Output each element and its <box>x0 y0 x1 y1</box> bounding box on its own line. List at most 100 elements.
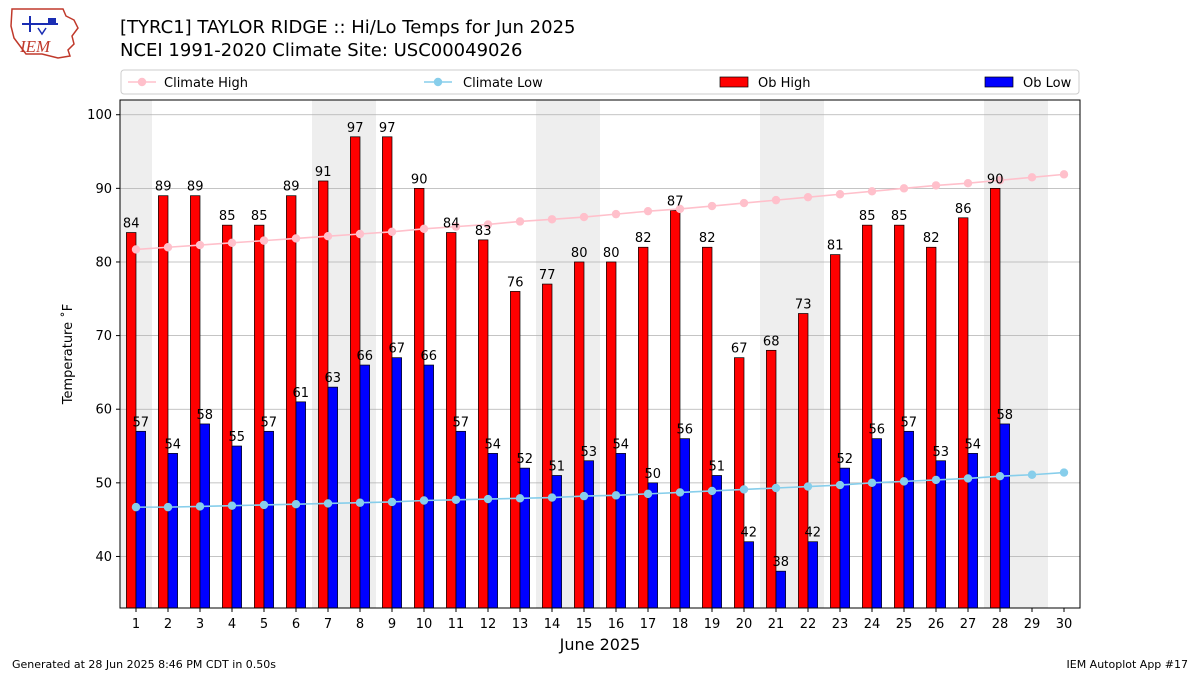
x-tick-label: 8 <box>356 617 364 632</box>
x-tick-label: 6 <box>292 617 300 632</box>
ob-high-bar <box>382 136 393 609</box>
climate-low-point <box>483 494 493 504</box>
ob-high-bar <box>830 254 841 609</box>
climate-high-point <box>835 190 845 199</box>
ob-high-label: 85 <box>219 209 236 224</box>
climate-high-point <box>1059 170 1069 179</box>
ob-low-bar <box>263 430 274 609</box>
ob-low-bar <box>679 438 690 609</box>
ob-low-bar <box>647 482 658 609</box>
ob-high-label: 87 <box>667 194 684 209</box>
ob-low-label: 66 <box>421 349 438 364</box>
climate-low-point <box>707 486 717 496</box>
x-tick-label: 23 <box>832 617 849 632</box>
x-tick-label: 27 <box>960 617 977 632</box>
legend-ob-low-swatch <box>984 76 1014 88</box>
climate-low-point <box>419 496 429 505</box>
ob-low-label: 52 <box>517 452 534 467</box>
ob-high-bar <box>190 195 201 609</box>
climate-high-point <box>387 227 397 236</box>
climate-low-point <box>899 477 909 486</box>
x-tick-label: 3 <box>196 617 204 632</box>
x-tick-label: 21 <box>768 617 785 632</box>
climate-low-point <box>1059 468 1069 477</box>
ob-low-label: 57 <box>453 415 470 430</box>
x-tick-label: 22 <box>800 617 817 632</box>
x-tick-label: 7 <box>324 617 332 632</box>
ob-low-label: 54 <box>485 437 502 452</box>
climate-high-point <box>867 187 877 196</box>
climate-high-point <box>707 201 717 211</box>
ob-high-label: 84 <box>443 217 460 232</box>
ob-low-bar <box>903 430 914 609</box>
ob-high-label: 90 <box>987 172 1004 187</box>
ob-high-bar <box>286 195 297 609</box>
chart-title: [TYRC1] TAYLOR RIDGE :: Hi/Lo Temps for … <box>120 17 576 38</box>
ob-low-bar <box>359 364 370 609</box>
climate-low-point <box>131 502 141 512</box>
legend-ob-high-label: Ob High <box>758 76 811 91</box>
y-tick-label: 60 <box>95 403 112 418</box>
ob-high-label: 90 <box>411 172 428 187</box>
x-tick-label: 14 <box>544 617 561 632</box>
ob-high-label: 85 <box>251 209 268 224</box>
ob-high-label: 80 <box>603 246 620 261</box>
y-tick-label: 90 <box>95 182 112 197</box>
climate-low-point <box>227 501 237 510</box>
ob-low-label: 42 <box>805 526 822 541</box>
ob-low-bar <box>615 453 626 609</box>
x-tick-label: 11 <box>448 617 465 632</box>
x-tick-label: 13 <box>512 617 529 632</box>
ob-low-label: 57 <box>133 415 150 430</box>
ob-low-label: 56 <box>677 423 694 438</box>
climate-high-point <box>227 238 237 248</box>
ob-low-label: 53 <box>933 445 950 460</box>
y-tick-label: 80 <box>95 255 112 270</box>
ob-low-label: 50 <box>645 467 662 482</box>
ob-high-bar <box>702 246 713 609</box>
ob-low-bar <box>519 467 530 609</box>
x-tick-label: 17 <box>640 617 657 632</box>
y-tick-label: 100 <box>87 108 112 123</box>
climate-high-point <box>259 236 269 245</box>
ob-high-label: 83 <box>475 224 492 239</box>
climate-low-point <box>963 474 973 483</box>
ob-high-bar <box>222 224 233 609</box>
ob-high-bar <box>734 357 745 609</box>
ob-high-label: 73 <box>795 298 812 313</box>
ob-low-bar <box>871 438 882 609</box>
ob-low-label: 53 <box>581 445 598 460</box>
climate-high-point <box>611 209 621 219</box>
ob-low-label: 51 <box>549 459 566 474</box>
ob-high-bar <box>638 246 649 609</box>
ob-high-label: 81 <box>827 239 844 254</box>
ob-high-bar <box>926 246 937 609</box>
climate-high-point <box>771 195 781 205</box>
ob-high-label: 80 <box>571 246 588 261</box>
ob-high-label: 82 <box>699 231 716 246</box>
ob-low-bar <box>231 445 242 609</box>
y-axis-label: Temperature ˚F <box>60 304 76 405</box>
ob-high-label: 76 <box>507 275 524 290</box>
climate-high-point <box>451 222 461 231</box>
ob-low-label: 55 <box>229 430 246 445</box>
ob-low-label: 57 <box>261 415 278 430</box>
climate-low-point <box>739 485 749 494</box>
legend-ob-high-swatch <box>719 76 749 88</box>
iem-logo: IEM <box>10 8 79 59</box>
climate-low-point <box>451 495 461 504</box>
x-tick-label: 24 <box>864 617 881 632</box>
climate-high-line <box>135 173 1065 251</box>
climate-low-point <box>579 491 589 501</box>
climate-high-point <box>643 206 653 216</box>
legend-climate-high-marker <box>137 77 147 87</box>
ob-high-bar <box>478 239 489 609</box>
ob-high-label: 84 <box>123 217 140 232</box>
ob-high-label: 97 <box>379 121 396 136</box>
ob-low-label: 56 <box>869 423 886 438</box>
ob-low-bar <box>999 423 1010 609</box>
ob-low-label: 66 <box>357 349 374 364</box>
climate-low-point <box>867 478 877 488</box>
ob-low-bar <box>135 430 146 609</box>
ob-low-label: 57 <box>901 415 918 430</box>
